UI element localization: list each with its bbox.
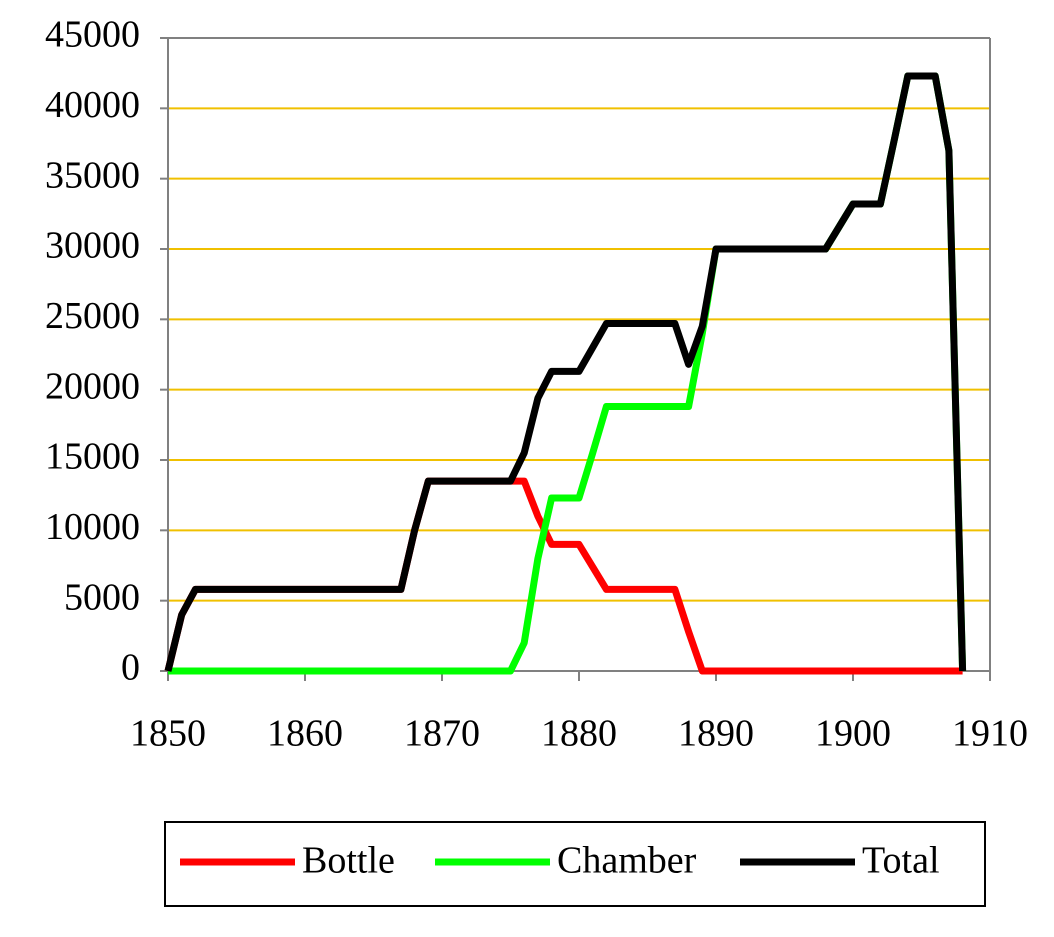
legend-label: Total bbox=[862, 840, 940, 882]
series-line bbox=[164, 477, 963, 675]
y-tick-label: 0 bbox=[121, 647, 140, 689]
x-tick-label: 1910 bbox=[952, 713, 1028, 755]
x-tick-label: 1870 bbox=[404, 713, 480, 755]
y-tick-label: 20000 bbox=[45, 365, 140, 407]
y-tick-label: 10000 bbox=[45, 506, 140, 548]
y-tick-label: 30000 bbox=[45, 225, 140, 267]
x-tick-label: 1860 bbox=[267, 713, 343, 755]
series-line bbox=[164, 72, 967, 672]
y-tick-label: 5000 bbox=[64, 576, 140, 618]
y-tick-label: 35000 bbox=[45, 154, 140, 196]
y-tick-label: 25000 bbox=[45, 295, 140, 337]
x-tick-label: 1880 bbox=[541, 713, 617, 755]
legend-label: Bottle bbox=[302, 840, 395, 882]
legend-label: Chamber bbox=[557, 840, 697, 882]
x-tick-label: 1900 bbox=[815, 713, 891, 755]
y-tick-label: 45000 bbox=[45, 14, 140, 56]
y-tick-label: 40000 bbox=[45, 84, 140, 126]
x-tick-label: 1850 bbox=[130, 713, 206, 755]
y-tick-label: 15000 bbox=[45, 436, 140, 478]
x-tick-label: 1890 bbox=[678, 713, 754, 755]
